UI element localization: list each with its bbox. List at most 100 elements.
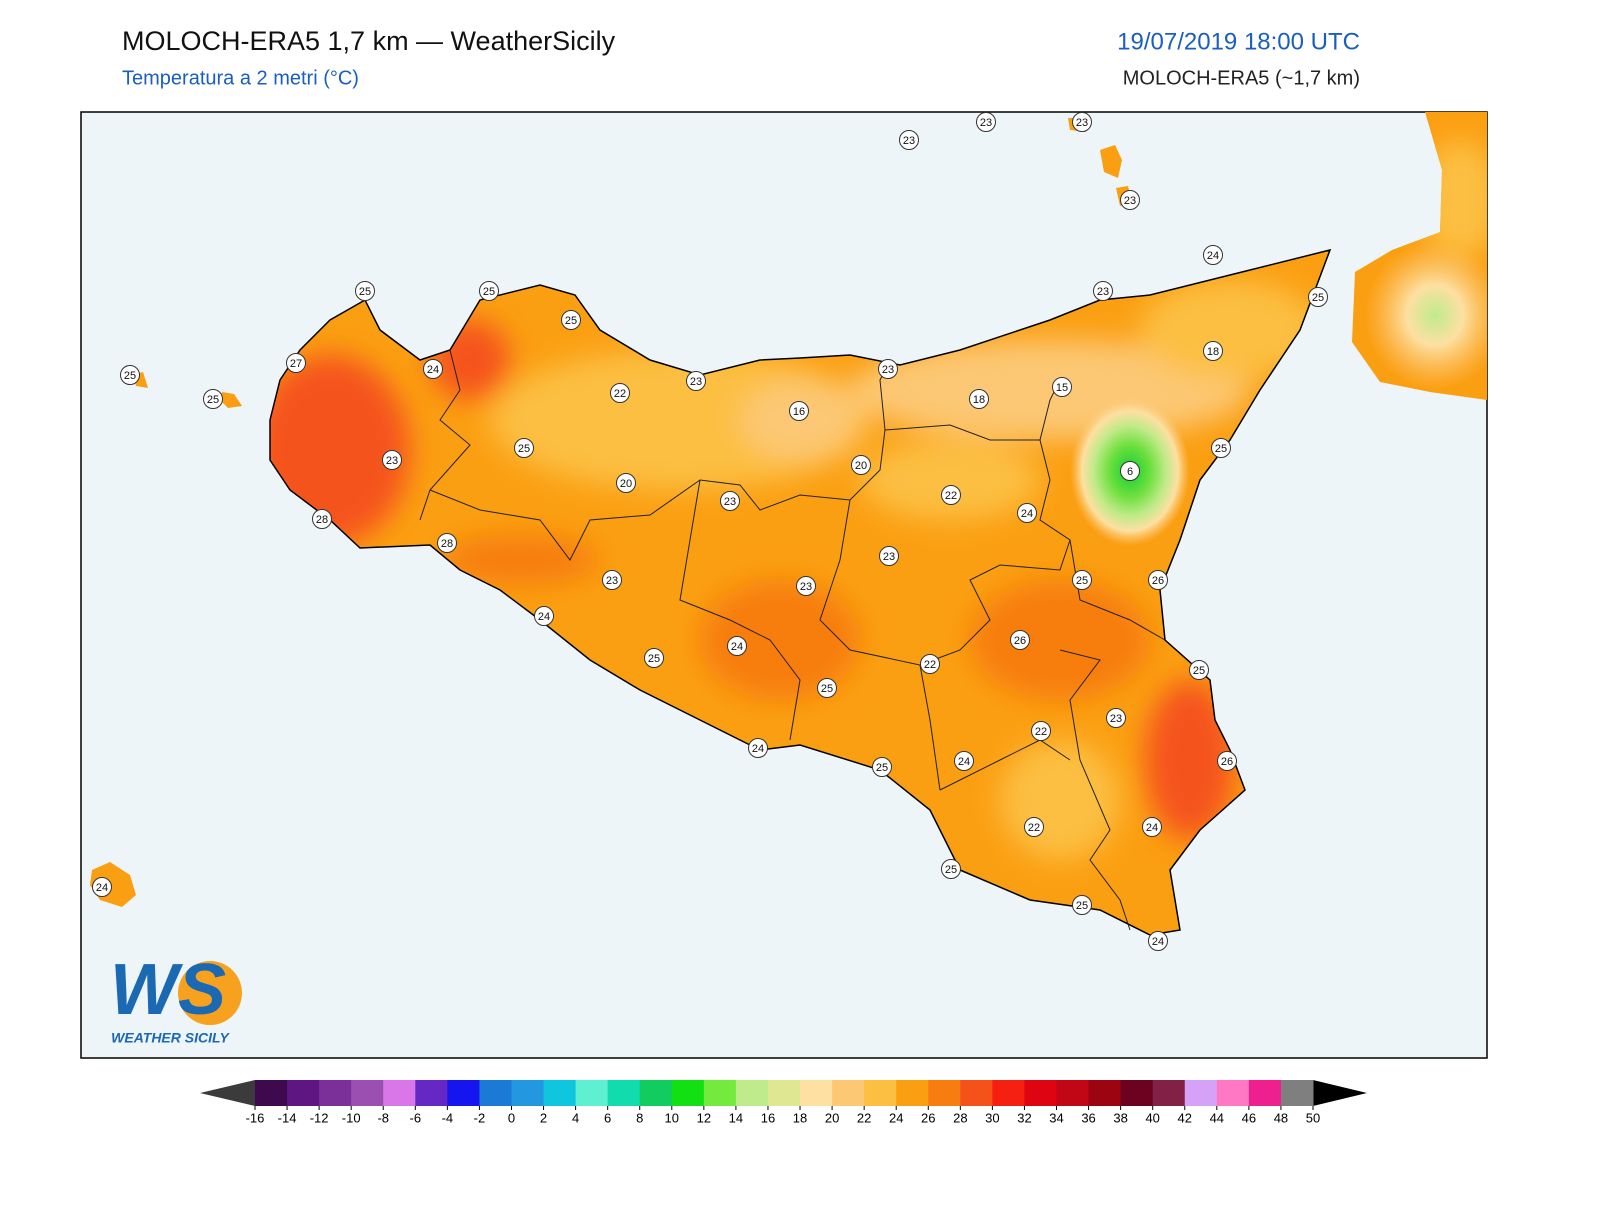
colorbar-over [1313,1080,1367,1106]
title: MOLOCH-ERA5 1,7 km — WeatherSicily [122,26,616,56]
station-marker [1017,503,1037,523]
station-value: 23 [690,376,702,388]
station-value: 23 [800,581,812,593]
colorbar: -16 -14 -12 -10 -8 -6 -4 -2 0 2 4 6 8 10 12 14 16 18 20 22 2… [200,1080,1367,1125]
station-marker [1093,281,1113,301]
station-value: 25 [1312,292,1324,304]
colorbar-tick-label: -4 [442,1110,454,1125]
station-value: 24 [1152,936,1164,948]
colorbar-segment [255,1080,288,1106]
station-marker [437,533,457,553]
colorbar-tick-label: 36 [1081,1110,1095,1125]
station-marker [1052,377,1072,397]
station-marker [1142,817,1162,837]
station-marker [382,450,402,470]
colorbar-tick-label: 46 [1242,1110,1256,1125]
valid-time: 19/07/2019 18:00 UTC [1117,28,1360,55]
colorbar-tick-label: 16 [761,1110,775,1125]
colorbar-tick-label: 32 [1017,1110,1031,1125]
station-value: 16 [793,406,805,418]
station-marker [941,485,961,505]
station-marker [120,365,140,385]
station-marker [616,473,636,493]
station-marker [92,877,112,897]
station-value: 23 [1110,713,1122,725]
logo-sun [178,961,242,1025]
colorbar-segment [1216,1080,1250,1106]
station-value: 22 [924,659,936,671]
colorbar-tick-label: 40 [1145,1110,1159,1125]
station-marker [954,751,974,771]
colorbar-tick-label: -14 [278,1110,297,1125]
colorbar-segment [735,1080,769,1106]
station-value: 24 [731,641,743,653]
station-marker [941,859,961,879]
logo-text: WEATHER SICILY [111,1030,230,1046]
station-value: 25 [207,394,219,406]
station-value: 23 [386,455,398,467]
colorbar-segment [1024,1080,1058,1106]
colorbar-tick-label: 8 [636,1110,643,1125]
colorbar-tick-label: -10 [342,1110,361,1125]
station-marker [514,438,534,458]
colorbar-tick-label: 28 [953,1110,967,1125]
station-value: 25 [1076,575,1088,587]
station-value: 23 [606,575,618,587]
station-marker [1072,895,1092,915]
colorbar-tick-label: 44 [1210,1110,1224,1125]
colorbar-tick-label: 22 [857,1110,871,1125]
station-value: 18 [973,394,985,406]
station-marker [1072,570,1092,590]
station-marker [686,371,706,391]
station-value: 28 [441,538,453,550]
colorbar-tick-label: -12 [310,1110,329,1125]
colorbar-segment [607,1080,641,1106]
colorbar-segment [671,1080,705,1106]
colorbar-tick-label: -2 [474,1110,486,1125]
colorbar-segment [287,1080,320,1106]
station-marker [312,509,332,529]
station-value: 6 [1127,466,1133,478]
station-value: 24 [427,364,439,376]
station-value: 27 [290,358,302,370]
colorbar-tick-label: 38 [1113,1110,1127,1125]
station-value: 22 [1028,822,1040,834]
colorbar-segment [1248,1080,1282,1106]
colorbar-tick-label: 4 [572,1110,579,1125]
station-marker [286,353,306,373]
station-marker [1148,931,1168,951]
colorbar-segment [1280,1080,1314,1106]
station-marker [1120,461,1140,481]
colorbar-tick-label: 6 [604,1110,611,1125]
colorbar-segment [896,1080,929,1106]
colorbar-segment [832,1080,865,1106]
station-value: 22 [1035,726,1047,738]
station-marker [789,401,809,421]
station-value: 15 [1056,382,1068,394]
station-value: 24 [1021,508,1033,520]
station-marker [851,455,871,475]
colorbar-segment [1088,1080,1122,1106]
station-value: 25 [359,286,371,298]
station-value: 25 [483,286,495,298]
station-marker [534,606,554,626]
colorbar-segment [767,1080,801,1106]
station-marker [1148,570,1168,590]
colorbar-segment [992,1080,1025,1106]
station-value: 24 [1146,822,1158,834]
colorbar-segment [511,1080,545,1106]
station-marker [1203,341,1223,361]
colorbar-tick-label: 0 [508,1110,515,1125]
station-marker [872,757,892,777]
station-marker [561,310,581,330]
station-marker [1106,708,1126,728]
colorbar-segment [1152,1080,1186,1106]
station-marker [727,636,747,656]
station-marker [720,491,740,511]
station-value: 22 [945,490,957,502]
station-value: 23 [882,364,894,376]
colorbar-segment [415,1080,448,1106]
colorbar-tick-label: 2 [540,1110,547,1125]
